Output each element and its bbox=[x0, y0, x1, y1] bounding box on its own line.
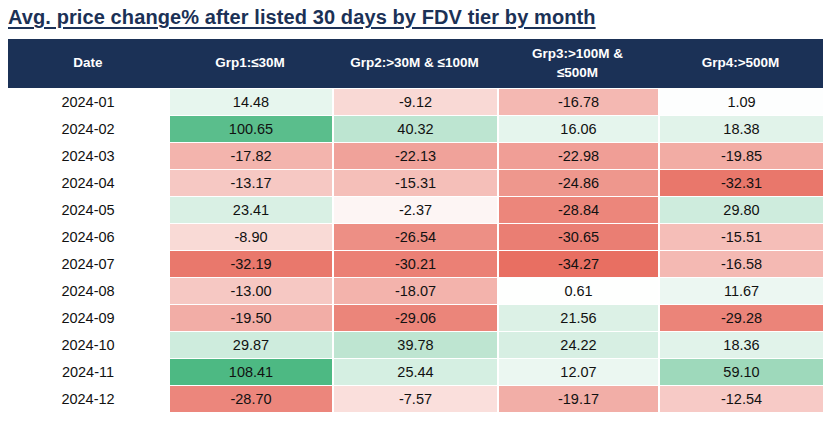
heatmap-cell: 108.41 bbox=[168, 358, 332, 385]
heatmap-cell: -30.21 bbox=[332, 250, 497, 277]
heatmap-cell: 29.87 bbox=[168, 331, 332, 358]
heatmap-cell: -32.31 bbox=[658, 169, 823, 196]
row-date: 2024-06 bbox=[8, 223, 168, 250]
column-header-0: Date bbox=[8, 39, 168, 88]
heatmap-cell: 18.36 bbox=[658, 331, 823, 358]
table-row: 2024-06-8.90-26.54-30.65-15.51 bbox=[8, 223, 823, 250]
heatmap-cell: -8.90 bbox=[168, 223, 332, 250]
heatmap-cell: -9.12 bbox=[332, 88, 497, 115]
column-header-3: Grp3:>100M & ≤500M bbox=[497, 39, 658, 88]
heatmap-cell: 59.10 bbox=[658, 358, 823, 385]
row-date: 2024-04 bbox=[8, 169, 168, 196]
heatmap-cell: -29.06 bbox=[332, 304, 497, 331]
heatmap-cell: -7.57 bbox=[332, 385, 497, 412]
table-row: 2024-08-13.00-18.070.6111.67 bbox=[8, 277, 823, 304]
row-date: 2024-07 bbox=[8, 250, 168, 277]
heatmap-cell: -28.84 bbox=[497, 196, 658, 223]
heatmap-cell: -28.70 bbox=[168, 385, 332, 412]
table-header: DateGrp1:≤30MGrp2:>30M & ≤100MGrp3:>100M… bbox=[8, 39, 823, 88]
heatmap-cell: -19.85 bbox=[658, 142, 823, 169]
heatmap-cell: 29.80 bbox=[658, 196, 823, 223]
heatmap-cell: -34.27 bbox=[497, 250, 658, 277]
row-date: 2024-11 bbox=[8, 358, 168, 385]
heatmap-cell: -22.13 bbox=[332, 142, 497, 169]
heatmap-cell: -16.58 bbox=[658, 250, 823, 277]
heatmap-cell: -17.82 bbox=[168, 142, 332, 169]
heatmap-cell: 0.61 bbox=[497, 277, 658, 304]
heatmap-cell: 25.44 bbox=[332, 358, 497, 385]
table-row: 2024-1029.8739.7824.2218.36 bbox=[8, 331, 823, 358]
heatmap-cell: -29.28 bbox=[658, 304, 823, 331]
heatmap-cell: 11.67 bbox=[658, 277, 823, 304]
heatmap-cell: -15.51 bbox=[658, 223, 823, 250]
table-row: 2024-07-32.19-30.21-34.27-16.58 bbox=[8, 250, 823, 277]
heatmap-cell: 12.07 bbox=[497, 358, 658, 385]
row-date: 2024-02 bbox=[8, 115, 168, 142]
price-change-table: DateGrp1:≤30MGrp2:>30M & ≤100MGrp3:>100M… bbox=[8, 39, 823, 412]
table-row: 2024-02100.6540.3216.0618.38 bbox=[8, 115, 823, 142]
column-header-1: Grp1:≤30M bbox=[168, 39, 332, 88]
heatmap-cell: -18.07 bbox=[332, 277, 497, 304]
row-date: 2024-01 bbox=[8, 88, 168, 115]
heatmap-cell: 40.32 bbox=[332, 115, 497, 142]
table-row: 2024-12-28.70-7.57-19.17-12.54 bbox=[8, 385, 823, 412]
heatmap-cell: -2.37 bbox=[332, 196, 497, 223]
heatmap-cell: 39.78 bbox=[332, 331, 497, 358]
heatmap-cell: -16.78 bbox=[497, 88, 658, 115]
heatmap-cell: -19.50 bbox=[168, 304, 332, 331]
heatmap-cell: 14.48 bbox=[168, 88, 332, 115]
table-row: 2024-03-17.82-22.13-22.98-19.85 bbox=[8, 142, 823, 169]
heatmap-cell: 18.38 bbox=[658, 115, 823, 142]
heatmap-cell: -32.19 bbox=[168, 250, 332, 277]
table-row: 2024-0114.48-9.12-16.781.09 bbox=[8, 88, 823, 115]
heatmap-cell: -24.86 bbox=[497, 169, 658, 196]
row-date: 2024-12 bbox=[8, 385, 168, 412]
heatmap-cell: -13.17 bbox=[168, 169, 332, 196]
column-header-2: Grp2:>30M & ≤100M bbox=[332, 39, 497, 88]
column-header-4: Grp4:>500M bbox=[658, 39, 823, 88]
heatmap-cell: 1.09 bbox=[658, 88, 823, 115]
table-row: 2024-04-13.17-15.31-24.86-32.31 bbox=[8, 169, 823, 196]
heatmap-cell: -19.17 bbox=[497, 385, 658, 412]
heatmap-cell: 16.06 bbox=[497, 115, 658, 142]
header-row: DateGrp1:≤30MGrp2:>30M & ≤100MGrp3:>100M… bbox=[8, 39, 823, 88]
heatmap-cell: 100.65 bbox=[168, 115, 332, 142]
page-title: Avg. price change% after listed 30 days … bbox=[8, 6, 596, 29]
row-date: 2024-08 bbox=[8, 277, 168, 304]
page: Avg. price change% after listed 30 days … bbox=[0, 0, 837, 412]
heatmap-cell: 21.56 bbox=[497, 304, 658, 331]
row-date: 2024-10 bbox=[8, 331, 168, 358]
heatmap-cell: -15.31 bbox=[332, 169, 497, 196]
heatmap-cell: 23.41 bbox=[168, 196, 332, 223]
row-date: 2024-05 bbox=[8, 196, 168, 223]
table-row: 2024-11108.4125.4412.0759.10 bbox=[8, 358, 823, 385]
heatmap-cell: -12.54 bbox=[658, 385, 823, 412]
heatmap-cell: -22.98 bbox=[497, 142, 658, 169]
table-row: 2024-09-19.50-29.0621.56-29.28 bbox=[8, 304, 823, 331]
row-date: 2024-03 bbox=[8, 142, 168, 169]
heatmap-cell: -13.00 bbox=[168, 277, 332, 304]
table-row: 2024-0523.41-2.37-28.8429.80 bbox=[8, 196, 823, 223]
heatmap-cell: -26.54 bbox=[332, 223, 497, 250]
table-body: 2024-0114.48-9.12-16.781.092024-02100.65… bbox=[8, 88, 823, 412]
heatmap-cell: 24.22 bbox=[497, 331, 658, 358]
row-date: 2024-09 bbox=[8, 304, 168, 331]
heatmap-cell: -30.65 bbox=[497, 223, 658, 250]
